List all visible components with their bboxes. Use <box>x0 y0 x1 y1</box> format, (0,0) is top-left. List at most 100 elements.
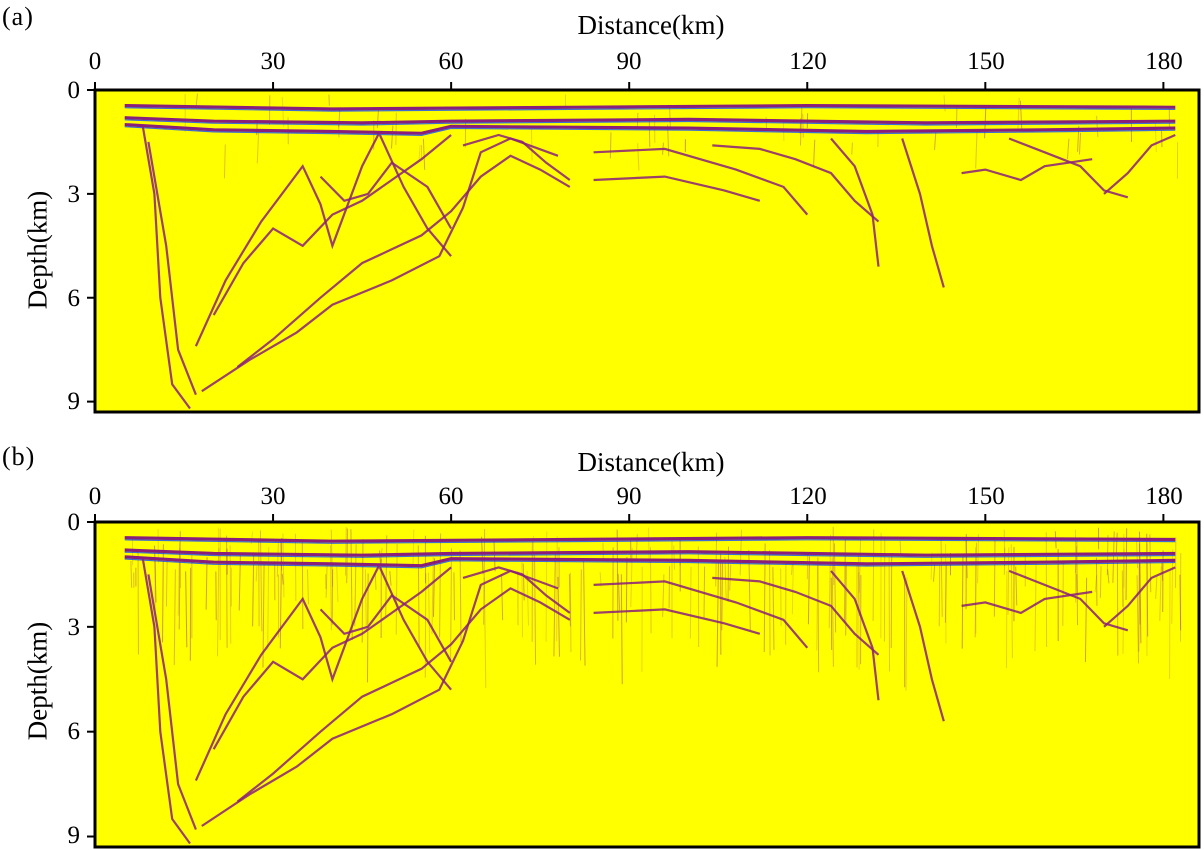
noise-streak <box>975 131 978 169</box>
migrated-event <box>378 566 452 691</box>
noise-streak <box>389 570 392 586</box>
seismic-image <box>87 82 1201 414</box>
noise-streak <box>262 562 265 668</box>
noise-streak <box>940 537 943 617</box>
noise-streak <box>802 113 804 138</box>
migrated-event <box>141 556 191 845</box>
noise-streak <box>769 549 771 656</box>
noise-streak <box>1125 528 1128 601</box>
noise-streak <box>1115 532 1118 553</box>
noise-streak <box>534 554 537 665</box>
noise-streak <box>616 529 619 621</box>
noise-streak <box>412 529 415 565</box>
migrated-event <box>147 141 197 396</box>
x-tick-label: 0 <box>88 48 102 75</box>
noise-streak <box>813 139 816 167</box>
noise-streak <box>338 107 341 128</box>
x-tick-label: 90 <box>616 48 642 75</box>
noise-streak <box>724 557 727 599</box>
noise-streak <box>417 545 420 648</box>
noise-streak <box>557 576 560 657</box>
noise-streak <box>620 574 623 685</box>
noise-streak <box>238 555 241 611</box>
noise-streak <box>336 566 339 602</box>
noise-streak <box>1112 531 1115 583</box>
noise-streak <box>1077 126 1080 152</box>
noise-streak <box>1136 575 1140 664</box>
noise-streak <box>424 573 427 678</box>
noise-streak <box>934 132 937 150</box>
y-tick-label: 0 <box>67 509 81 536</box>
noise-streak <box>636 112 639 128</box>
noise-streak <box>1084 577 1088 663</box>
migrated-event <box>212 134 452 316</box>
migrated-event <box>147 574 197 830</box>
migrated-event <box>593 608 761 635</box>
migrated-event <box>1008 137 1129 199</box>
noise-streak <box>1096 115 1099 137</box>
noise-streak <box>281 573 284 585</box>
noise-streak <box>364 569 367 632</box>
horizon-reflector <box>124 126 1176 137</box>
noise-streak <box>459 550 462 643</box>
noise-streak <box>427 572 431 654</box>
noise-streak <box>281 96 285 127</box>
noise-streak <box>1076 541 1079 626</box>
image-frame <box>93 88 1201 414</box>
noise-streak <box>501 574 504 621</box>
migrated-event <box>236 587 571 803</box>
noise-streak <box>385 535 388 616</box>
y-tick-label: 6 <box>67 285 81 312</box>
noise-streak <box>361 539 364 643</box>
noise-streak <box>1099 566 1102 598</box>
noise-streak <box>422 138 426 170</box>
noise-streak <box>649 547 652 634</box>
noise-streak <box>1007 547 1010 615</box>
noise-streak <box>721 562 724 631</box>
x-tick-label: 60 <box>438 483 464 510</box>
x-tick-label: 120 <box>789 48 827 75</box>
noise-streak <box>844 536 846 623</box>
noise-streak <box>279 538 283 649</box>
noise-streak <box>553 552 556 657</box>
horizon-reflector <box>124 548 1176 557</box>
noise-streak <box>816 565 819 651</box>
noise-streak <box>521 562 524 638</box>
noise-streak <box>851 142 853 155</box>
migrated-event <box>378 134 452 257</box>
migrated-event <box>593 175 761 202</box>
migrated-event <box>194 563 381 782</box>
noise-streak <box>267 547 270 650</box>
noise-streak <box>857 555 860 616</box>
noise-streak <box>599 572 602 587</box>
x-tick-label: 30 <box>260 48 286 75</box>
noise-streak <box>625 557 628 623</box>
noise-streak <box>223 144 226 179</box>
migrated-event <box>194 130 381 347</box>
x-tick-label: 120 <box>789 483 827 510</box>
noise-streak <box>1107 569 1110 584</box>
noise-streak <box>961 554 964 649</box>
noise-streak <box>944 561 947 623</box>
y-tick-label: 9 <box>67 388 81 415</box>
noise-streak <box>974 542 977 638</box>
noise-streak <box>977 534 979 584</box>
noise-streak <box>858 538 862 593</box>
noise-streak <box>483 529 486 625</box>
noise-streak <box>545 531 548 642</box>
reflector-layer <box>124 526 1182 845</box>
noise-streak <box>532 536 534 601</box>
noise-streak <box>1078 133 1082 155</box>
image-frame <box>93 520 1201 849</box>
noise-streak <box>154 545 157 603</box>
noise-streak <box>276 542 279 577</box>
noise-streak <box>493 539 496 572</box>
noise-streak <box>630 548 633 607</box>
noise-streak <box>450 548 453 662</box>
noise-streak <box>1122 548 1125 654</box>
noise-streak <box>216 547 220 657</box>
noise-streak <box>984 105 987 139</box>
noise-streak <box>583 559 586 666</box>
x-tick-label: 90 <box>616 483 642 510</box>
noise-streak <box>433 558 436 617</box>
